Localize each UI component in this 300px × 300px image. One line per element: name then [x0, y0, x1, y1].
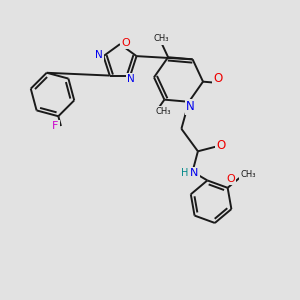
Text: O: O [216, 140, 225, 152]
Text: N: N [186, 100, 195, 113]
Text: O: O [121, 38, 130, 48]
Text: CH₃: CH₃ [153, 34, 169, 43]
Text: O: O [213, 72, 223, 85]
Text: N: N [190, 168, 199, 178]
Text: O: O [226, 174, 235, 184]
Text: CH₃: CH₃ [155, 107, 171, 116]
Text: N: N [95, 50, 103, 60]
Text: H: H [181, 168, 189, 178]
Text: CH₃: CH₃ [240, 170, 256, 179]
Text: F: F [52, 121, 59, 131]
Text: N: N [127, 74, 135, 84]
